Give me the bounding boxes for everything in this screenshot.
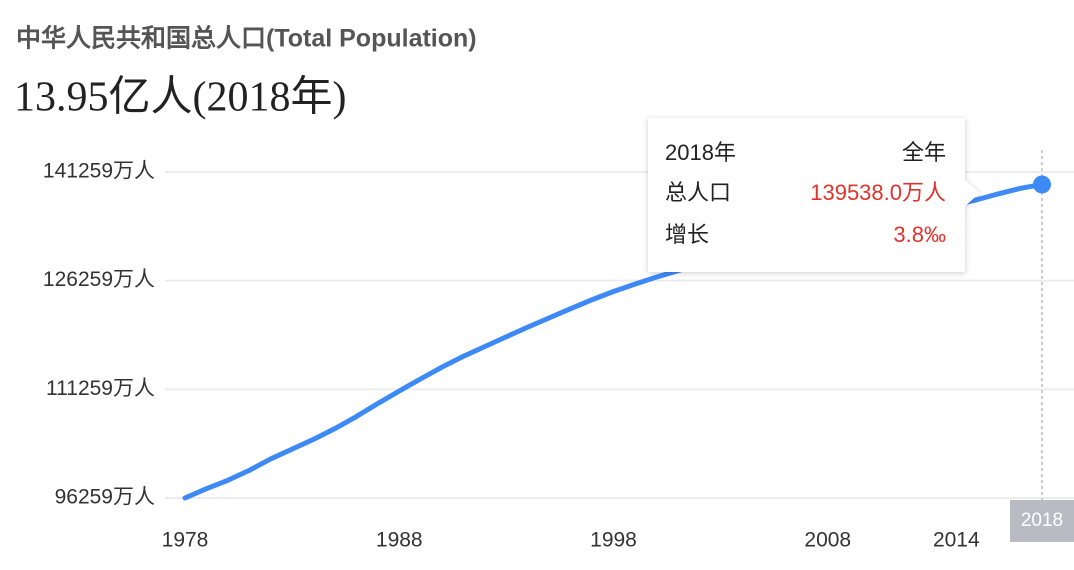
tooltip: 2018年 全年 总人口 139538.0万人 增长 3.8‰ (648, 118, 980, 272)
x-tick-label: 2014 (933, 529, 980, 552)
y-tick-label: 126259万人 (43, 268, 155, 291)
x-tick-label: 1978 (162, 529, 209, 552)
y-tick-label: 111259万人 (46, 377, 155, 400)
tooltip-label: 总人口 (665, 180, 731, 205)
tooltip-year: 2018年 (665, 140, 736, 165)
tooltip-value: 3.8‰ (893, 222, 946, 247)
chart-subtitle: 13.95亿人(2018年) (14, 74, 346, 121)
tooltip-label: 增长 (665, 222, 709, 247)
x-tick-label: 1998 (590, 529, 637, 552)
tooltip-period: 全年 (902, 140, 946, 165)
hover-x-box (1010, 500, 1074, 542)
y-tick-label: 96259万人 (55, 486, 155, 509)
y-tick-label: 141259万人 (43, 160, 155, 183)
hover-x-label: 2018 (1021, 510, 1063, 531)
highlight-point (1033, 175, 1051, 194)
tooltip-value: 139538.0万人 (810, 180, 946, 205)
chart-title: 中华人民共和国总人口(Total Population) (16, 24, 477, 53)
tooltip-box (648, 118, 980, 272)
x-tick-label: 1988 (376, 529, 423, 552)
x-tick-label: 2008 (804, 529, 851, 552)
